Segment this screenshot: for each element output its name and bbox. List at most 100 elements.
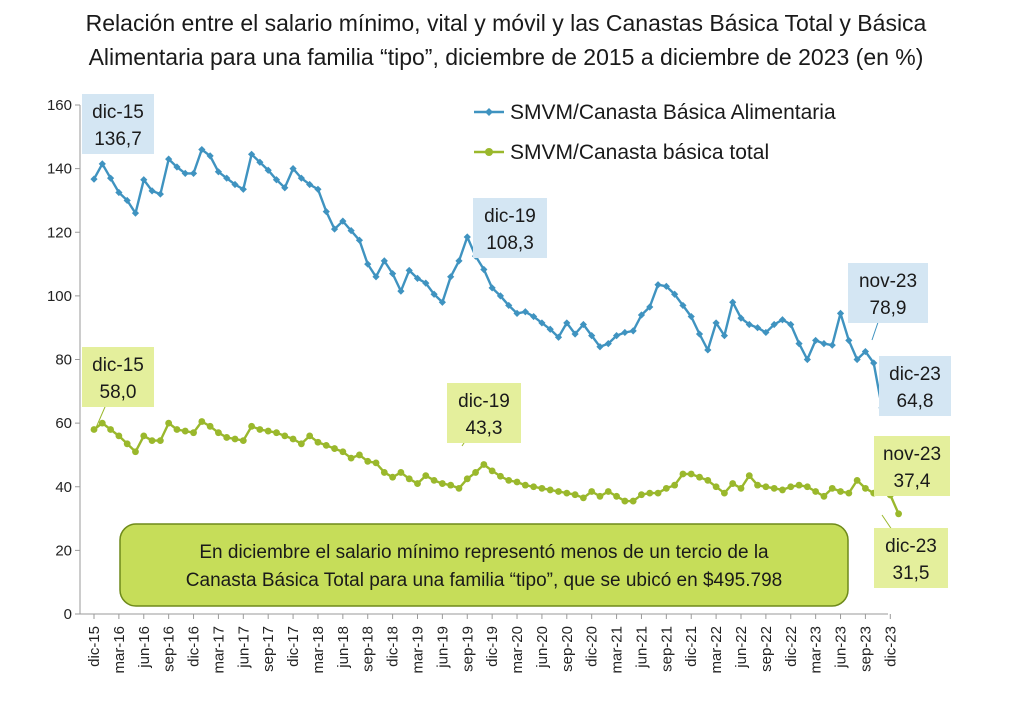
- data-point: [447, 481, 455, 489]
- data-point: [729, 480, 737, 487]
- data-point: [579, 320, 587, 329]
- data-point: [795, 339, 803, 348]
- x-tick-label: dic-21: [683, 626, 700, 667]
- annotation-date: dic-23: [885, 536, 937, 557]
- data-point: [206, 152, 214, 160]
- chart-title: Relación entre el salario mínimo, vital …: [0, 6, 1012, 74]
- annotation-cba-dic-19: dic-19 108,3: [473, 198, 547, 258]
- data-point: [422, 279, 430, 287]
- x-tick-label: jun-23: [833, 626, 850, 669]
- data-point: [131, 209, 140, 217]
- legend-item-cba: SMVM/Canasta Básica Alimentaria: [474, 101, 836, 124]
- data-point: [770, 320, 778, 329]
- annotation-value: 43,3: [466, 418, 503, 439]
- data-point: [447, 273, 455, 281]
- data-point: [223, 174, 231, 182]
- data-point: [397, 287, 405, 295]
- data-point: [248, 150, 256, 158]
- data-point: [762, 483, 770, 491]
- data-point: [198, 418, 206, 425]
- data-point: [389, 473, 397, 481]
- data-point: [322, 207, 330, 216]
- data-point: [721, 489, 728, 497]
- x-tick-label: dic-17: [285, 626, 302, 667]
- data-point: [115, 188, 123, 197]
- data-point: [389, 270, 397, 278]
- data-point: [181, 169, 189, 177]
- data-point: [148, 187, 156, 195]
- x-tick-label: dic-23: [882, 626, 899, 667]
- data-point: [828, 484, 836, 492]
- legend-marker: [485, 108, 493, 116]
- data-point: [438, 480, 446, 487]
- data-point: [820, 339, 828, 348]
- data-point: [862, 484, 869, 492]
- data-point: [306, 180, 314, 189]
- data-point: [654, 489, 662, 497]
- x-tick-label: sep-22: [758, 626, 775, 672]
- annotation-cbt-dic-19: dic-19 43,3: [447, 383, 521, 447]
- data-point: [803, 483, 811, 491]
- annotation-date: dic-19: [458, 391, 510, 412]
- x-tick-label: sep-17: [260, 626, 277, 672]
- data-point: [165, 419, 173, 427]
- data-point: [488, 467, 496, 475]
- annotation-cbt-nov-23: nov-23 37,4: [871, 436, 950, 496]
- data-point: [505, 301, 513, 310]
- data-point: [356, 451, 363, 459]
- data-point: [745, 320, 753, 329]
- data-point: [712, 319, 720, 327]
- data-point: [90, 175, 98, 183]
- data-point: [198, 145, 206, 154]
- y-tick-label: 0: [64, 606, 72, 623]
- data-point: [695, 330, 704, 338]
- data-point: [654, 281, 662, 289]
- y-tick-label: 160: [47, 97, 72, 114]
- x-tick-label: mar-18: [310, 626, 327, 674]
- x-tick-label: dic-19: [484, 626, 501, 667]
- data-point: [662, 484, 670, 492]
- data-point: [289, 165, 297, 173]
- series-cbt: [90, 418, 902, 518]
- data-point: [472, 469, 479, 476]
- data-point: [347, 227, 355, 235]
- data-point: [646, 489, 654, 497]
- data-point: [679, 470, 687, 478]
- data-point: [828, 341, 836, 349]
- series-cba: [90, 145, 886, 412]
- x-tick-label: sep-19: [459, 626, 476, 672]
- data-point: [181, 427, 189, 435]
- y-tick-label: 140: [47, 161, 72, 178]
- data-point: [787, 483, 795, 491]
- data-point: [687, 470, 695, 478]
- annotation-date: nov-23: [883, 444, 941, 465]
- legend-label: SMVM/Canasta Básica Alimentaria: [510, 101, 836, 124]
- data-point: [853, 355, 861, 364]
- annotation-date: dic-15: [92, 355, 144, 376]
- data-point: [803, 355, 811, 364]
- data-point: [513, 309, 521, 317]
- data-point: [273, 429, 280, 437]
- annotation-date: dic-15: [92, 102, 144, 123]
- data-point: [156, 437, 164, 445]
- data-point: [414, 480, 421, 487]
- data-point: [612, 332, 621, 340]
- data-point: [861, 347, 870, 356]
- data-point: [820, 492, 828, 500]
- data-point: [289, 435, 297, 443]
- chart-title-line-1: Relación entre el salario mínimo, vital …: [85, 10, 927, 36]
- annotation-date: dic-23: [889, 364, 941, 385]
- data-point: [115, 432, 123, 440]
- annotation-value: 78,9: [870, 298, 907, 319]
- data-point: [546, 486, 554, 494]
- data-point: [497, 472, 504, 480]
- data-point: [812, 336, 820, 345]
- data-point: [554, 333, 563, 341]
- data-point: [571, 491, 579, 499]
- y-tick-label: 20: [55, 542, 72, 559]
- series-layer: [90, 145, 902, 518]
- data-point: [347, 454, 355, 462]
- data-point: [596, 343, 604, 351]
- data-point: [505, 476, 513, 484]
- data-point: [530, 312, 538, 321]
